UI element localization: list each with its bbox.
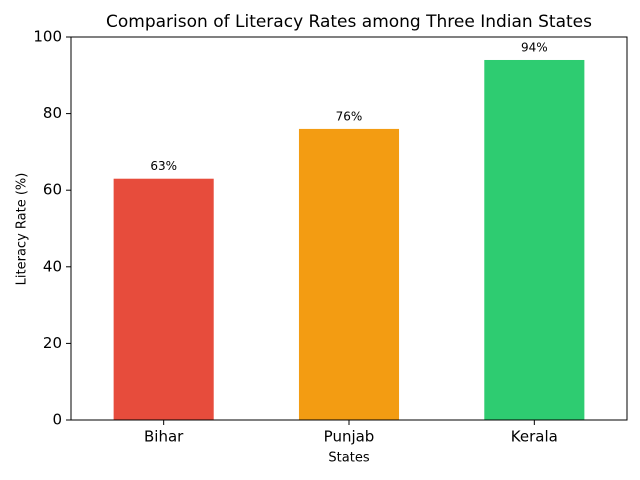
x-tick-label: Kerala: [511, 428, 558, 446]
x-axis-label: States: [328, 451, 369, 466]
y-tick-label: 0: [52, 411, 62, 429]
plot-area: 0 20 40 60 80 100 Bihar 63% Punjab 76% Kerala 94%: [33, 28, 585, 446]
y-tick-label: 60: [43, 181, 62, 199]
x-tick-label: Bihar: [144, 428, 184, 446]
bar: [113, 178, 214, 420]
value-label: 63%: [150, 159, 177, 173]
y-tick-label: 100: [33, 28, 62, 46]
y-tick-label: 20: [43, 334, 62, 352]
y-tick-label: 80: [43, 104, 62, 122]
y-tick-label: 40: [43, 257, 62, 275]
axes-frame: [70, 36, 628, 421]
chart-title: Comparison of Literacy Rates among Three…: [106, 12, 592, 32]
bar: [298, 128, 400, 421]
x-tick-label: Punjab: [324, 428, 375, 446]
y-axis-label: Literacy Rate (%): [15, 173, 30, 286]
bar: [484, 59, 585, 420]
value-label: 94%: [521, 40, 548, 54]
value-label: 76%: [336, 109, 363, 123]
